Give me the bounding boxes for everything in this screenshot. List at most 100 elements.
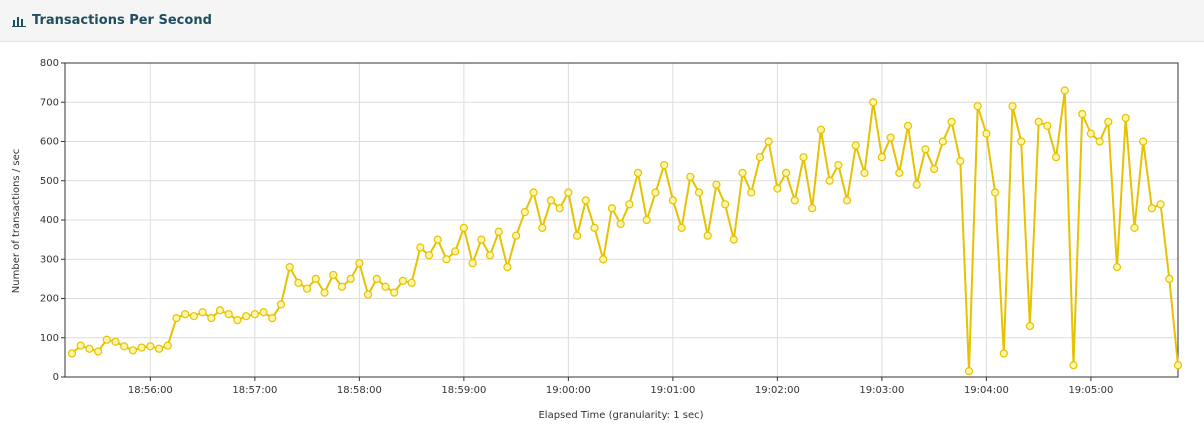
data-point	[625, 200, 634, 209]
data-point	[311, 274, 320, 283]
data-point	[494, 227, 503, 236]
data-point	[1017, 137, 1026, 146]
data-point	[355, 259, 364, 268]
data-point	[189, 312, 198, 321]
data-point	[250, 310, 259, 319]
data-point	[877, 153, 886, 162]
data-point	[363, 290, 373, 299]
data-point	[215, 306, 225, 315]
plot-border	[64, 62, 1179, 378]
data-point	[703, 231, 712, 240]
data-point	[564, 188, 573, 197]
data-point	[799, 153, 808, 162]
data-point	[1051, 153, 1061, 162]
data-point	[964, 367, 974, 376]
data-point	[590, 223, 599, 232]
data-point	[1086, 129, 1096, 138]
data-point	[259, 308, 268, 317]
data-point	[808, 204, 817, 213]
data-point	[677, 223, 686, 232]
data-point	[381, 282, 390, 291]
data-point	[442, 255, 451, 264]
x-tick-label: 18:56:00	[128, 385, 173, 396]
chart-title: Transactions Per Second	[32, 13, 212, 28]
data-point	[712, 180, 721, 189]
data-point	[1078, 109, 1087, 119]
data-point	[137, 343, 146, 352]
x-axis-label: Elapsed Time (granularity: 1 sec)	[538, 410, 703, 421]
data-point	[912, 180, 921, 189]
y-tick-label: 700	[40, 97, 59, 108]
y-tick-label: 400	[40, 215, 59, 226]
data-point	[581, 196, 590, 205]
data-point	[1130, 223, 1139, 232]
y-tick-label: 500	[40, 176, 59, 187]
data-point	[764, 137, 773, 146]
data-point	[651, 188, 660, 197]
data-point	[1043, 121, 1052, 130]
x-tick-label: 18:57:00	[232, 385, 277, 396]
data-point	[346, 274, 355, 283]
data-point	[790, 196, 799, 205]
data-point	[242, 312, 251, 321]
data-point	[860, 168, 869, 177]
data-point	[268, 314, 277, 323]
data-point	[337, 282, 347, 291]
data-point	[372, 274, 381, 283]
data-point	[816, 125, 826, 134]
data-point	[538, 223, 547, 232]
data-point	[729, 235, 738, 244]
data-point	[834, 160, 843, 170]
data-point	[477, 235, 486, 244]
y-tick-label: 0	[53, 372, 59, 383]
data-point	[607, 204, 617, 213]
data-point	[1147, 204, 1156, 213]
data-point	[276, 300, 286, 309]
data-point	[459, 223, 468, 232]
data-point	[886, 133, 895, 142]
data-point	[424, 251, 434, 260]
data-point	[520, 208, 529, 217]
y-tick-label: 600	[40, 137, 59, 148]
data-point	[172, 314, 181, 323]
data-point	[407, 278, 416, 287]
data-point	[1173, 361, 1183, 370]
data-point	[1069, 361, 1078, 370]
data-point	[320, 288, 329, 297]
data-point	[503, 263, 512, 272]
data-point	[433, 235, 442, 244]
data-point	[390, 288, 399, 297]
data-point	[120, 342, 129, 351]
chart: Number of transactions / sec Elapsed Tim…	[11, 58, 1183, 421]
data-point	[1165, 274, 1174, 283]
data-point	[93, 347, 103, 356]
x-tick-label: 19:01:00	[650, 385, 695, 396]
data-point	[1112, 263, 1122, 272]
data-point	[973, 102, 982, 111]
data-point	[1139, 137, 1148, 146]
data-point	[991, 188, 1000, 197]
data-point	[67, 349, 77, 358]
data-point	[485, 251, 495, 260]
data-point	[198, 308, 207, 317]
x-tick-label: 18:59:00	[441, 385, 486, 396]
y-tick-label: 200	[40, 294, 59, 305]
data-point	[773, 184, 782, 193]
data-point	[233, 315, 242, 325]
data-point	[1025, 321, 1035, 331]
x-tick-label: 19:04:00	[964, 385, 1009, 396]
data-point	[956, 157, 965, 166]
data-point	[572, 231, 582, 240]
data-point	[154, 344, 164, 353]
data-point	[102, 335, 111, 344]
data-point	[111, 337, 120, 346]
x-tick-label: 19:00:00	[546, 385, 591, 396]
data-point	[721, 200, 730, 209]
data-point	[207, 314, 216, 323]
data-point	[512, 231, 521, 240]
data-point	[224, 310, 233, 319]
panel-header: Transactions Per Second	[0, 0, 1204, 42]
data-point	[599, 255, 608, 264]
data-point	[642, 215, 651, 225]
